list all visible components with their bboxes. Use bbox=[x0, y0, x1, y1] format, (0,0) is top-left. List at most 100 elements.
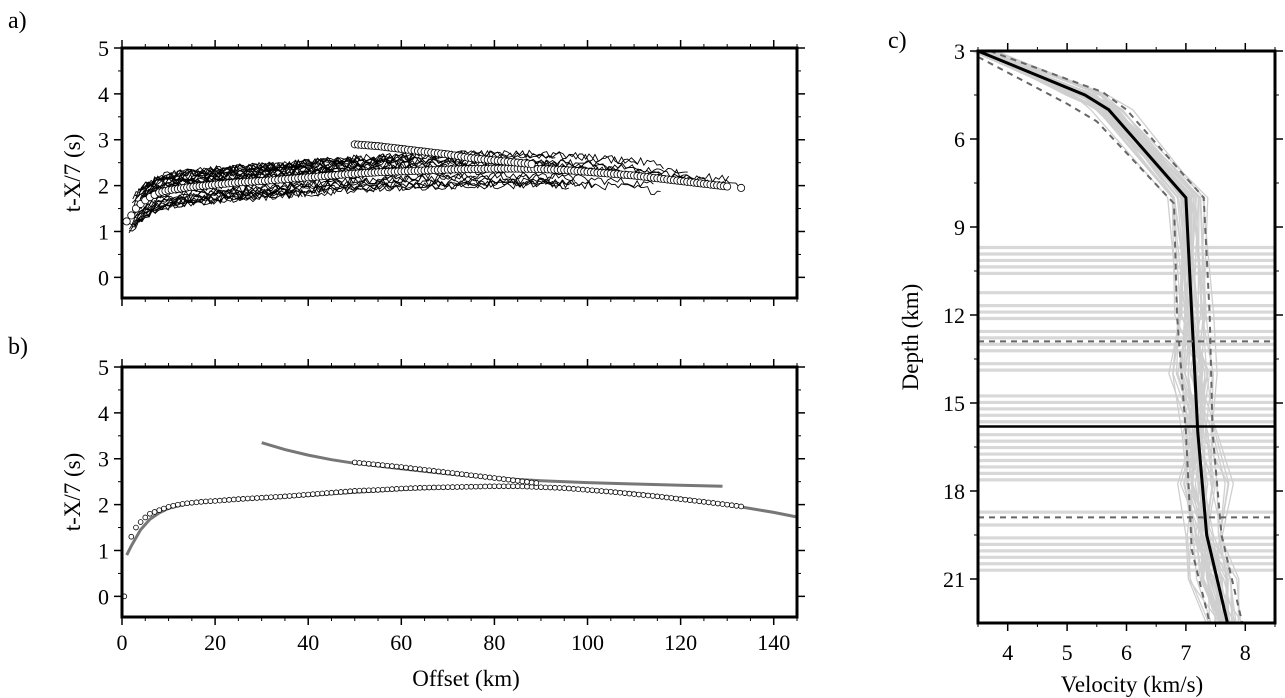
panel-c-y-tick-labels: 3 6 9 12 15 18 21 bbox=[943, 39, 965, 592]
panel-a-noisy-trace bbox=[141, 154, 358, 190]
panel-b-pick-marker bbox=[631, 491, 637, 497]
b-ytick-3: 3 bbox=[98, 447, 109, 472]
panel-letter-b: b) bbox=[8, 334, 28, 360]
panel-b-pick-marker bbox=[324, 490, 330, 496]
panel-b-pick-marker bbox=[687, 497, 693, 504]
panel-b-pick-marker bbox=[389, 486, 395, 492]
b-ytick-4: 4 bbox=[98, 401, 109, 426]
panel-b-pick-marker bbox=[691, 497, 698, 504]
panel-b-pick-marker bbox=[719, 501, 726, 507]
panel-b-picks bbox=[121, 459, 744, 600]
panel-b-pick-marker bbox=[440, 484, 447, 491]
panel-b-pick-marker bbox=[365, 487, 372, 494]
panel-b-pick-marker bbox=[193, 499, 200, 506]
panel-b-pick-marker bbox=[649, 493, 656, 499]
panel-a: 0 1 2 3 4 5 t-X/7 (s) bbox=[60, 36, 805, 306]
panel-b-pick-marker bbox=[375, 461, 381, 468]
b-xtick-6: 120 bbox=[664, 630, 697, 655]
panel-b-pick-marker bbox=[417, 466, 423, 473]
panel-b-pick-marker bbox=[514, 477, 521, 484]
panel-c-ensemble-profile bbox=[976, 50, 1211, 624]
panel-b-pick-marker bbox=[184, 500, 190, 507]
panel-b-pick-marker bbox=[403, 464, 409, 471]
panel-a-picks bbox=[122, 140, 746, 226]
panel-a-noisy-trace bbox=[141, 166, 322, 198]
panel-b-pick-marker bbox=[459, 471, 465, 477]
panel-b-pick-marker bbox=[594, 487, 600, 494]
panel-b-pick-marker bbox=[230, 496, 237, 503]
panel-b-pick-marker bbox=[351, 488, 358, 494]
panel-c-ensemble-profile bbox=[994, 50, 1243, 624]
panel-b-x-tick-labels: 0 20 40 60 80 100 120 140 bbox=[117, 630, 791, 655]
panel-c-best-profile bbox=[977, 49, 1229, 624]
panel-b-pick-marker bbox=[621, 490, 628, 496]
panel-b-pick-marker bbox=[207, 498, 214, 504]
panel-b-pick-marker bbox=[556, 485, 563, 491]
panel-b: 0 1 2 3 4 5 0 20 40 60 80 100 120 140 t-… bbox=[60, 355, 805, 691]
c-ytick-0: 3 bbox=[954, 39, 965, 64]
panel-b-pick-marker bbox=[240, 496, 246, 502]
panel-b-pick-marker bbox=[524, 483, 530, 490]
panel-b-pick-marker bbox=[440, 469, 447, 475]
panel-b-pick-marker bbox=[156, 507, 163, 513]
panel-b-pick-marker bbox=[272, 494, 279, 500]
panel-b-pick-marker bbox=[701, 499, 707, 505]
panel-b-pick-marker bbox=[403, 485, 409, 492]
panel-b-pick-marker bbox=[212, 498, 218, 504]
panel-b-pick-marker bbox=[677, 496, 684, 502]
panel-b-pick-marker bbox=[337, 489, 344, 495]
panel-b-pick-marker bbox=[715, 500, 721, 507]
panel-b-pick-marker bbox=[617, 489, 623, 496]
panel-b-pick-marker bbox=[654, 493, 661, 500]
panel-c-ensemble-profile bbox=[983, 50, 1240, 624]
panel-b-pick-marker bbox=[496, 483, 502, 490]
panel-c-ensemble-profile bbox=[981, 50, 1210, 624]
panel-a-noisy-traces bbox=[128, 149, 740, 234]
panel-b-pick-marker bbox=[575, 486, 582, 493]
panel-b-pick-marker bbox=[468, 472, 474, 479]
panel-b-pick-marker bbox=[407, 485, 414, 491]
panel-b-pick-marker bbox=[351, 459, 358, 466]
b-xtick-5: 100 bbox=[571, 630, 604, 655]
c-ytick-6: 21 bbox=[943, 567, 965, 592]
panel-b-pick-marker bbox=[398, 464, 405, 470]
c-xtick-1: 5 bbox=[1062, 640, 1073, 665]
panel-a-pick-marker bbox=[127, 211, 136, 220]
panel-a-noisy-trace bbox=[133, 172, 464, 219]
a-ytick-1: 1 bbox=[98, 219, 109, 244]
panel-b-pick-marker bbox=[468, 483, 474, 490]
b-ytick-0: 0 bbox=[98, 584, 109, 609]
panel-c: 3 6 9 12 15 18 21 4 5 6 7 8 Depth (km) V… bbox=[898, 39, 1283, 697]
panel-b-y-axis-title: t-X/7 (s) bbox=[60, 453, 85, 532]
panel-letter-c: c) bbox=[888, 28, 907, 54]
panel-b-pick-marker bbox=[431, 484, 437, 491]
panel-a-pick-marker bbox=[122, 217, 131, 226]
b-xtick-7: 140 bbox=[757, 630, 790, 655]
c-ytick-4: 15 bbox=[943, 391, 965, 416]
panel-b-pick-marker bbox=[510, 477, 516, 484]
a-ytick-0: 0 bbox=[98, 265, 109, 290]
panel-b-pick-marker bbox=[328, 489, 335, 496]
panel-b-pick-marker bbox=[668, 495, 675, 501]
panel-b-pick-marker bbox=[500, 476, 507, 482]
panel-b-pick-marker bbox=[426, 484, 433, 491]
panel-b-pick-marker bbox=[379, 462, 386, 468]
panel-b-pick-marker bbox=[738, 503, 744, 510]
panel-b-pick-marker bbox=[356, 460, 363, 466]
c-ytick-3: 12 bbox=[943, 303, 965, 328]
b-xtick-4: 80 bbox=[483, 630, 505, 655]
panel-b-pick-marker bbox=[729, 502, 735, 509]
panel-b-pick-marker bbox=[431, 468, 437, 474]
panel-b-pick-marker bbox=[552, 484, 558, 491]
panel-b-pick-marker bbox=[505, 476, 512, 483]
panel-b-pick-marker bbox=[407, 465, 414, 471]
panel-b-pick-marker bbox=[659, 494, 665, 500]
panel-b-pick-marker bbox=[524, 479, 530, 485]
panel-b-pick-marker bbox=[696, 498, 703, 505]
b-ytick-5: 5 bbox=[98, 355, 109, 380]
panel-c-x-axis-title: Velocity (km/s) bbox=[1061, 672, 1203, 697]
panel-a-noisy-trace bbox=[134, 171, 576, 218]
panel-b-pick-marker bbox=[589, 487, 595, 494]
panel-b-pick-marker bbox=[580, 486, 586, 493]
panel-b-pick-marker bbox=[216, 497, 223, 504]
